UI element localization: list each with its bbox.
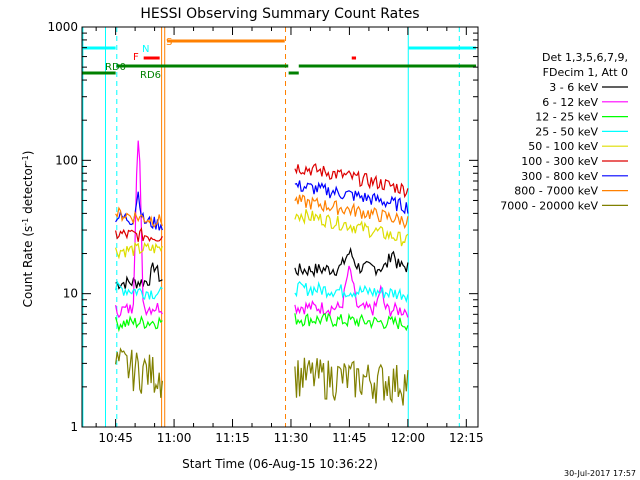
series-line-8-segment-b [294,357,409,406]
x-tick-label: 10:45 [98,431,133,445]
y-tick-label: 1 [70,420,78,434]
series-line-3-segment-b [294,280,409,304]
series-line-2-segment-a [115,315,163,333]
legend-entry-label: 50 - 100 keV [528,140,598,153]
series-line-1-segment-b [294,265,409,318]
x-tick-label: 11:15 [215,431,250,445]
x-tick-label: 12:15 [449,431,484,445]
legend-entry-label: 6 - 12 keV [542,96,598,109]
y-axis-label: Count Rate (s-1 detector-1) [21,151,36,308]
x-axis-label: Start Time (06-Aug-15 10:36:22) [182,457,378,471]
legend-entry-label: 25 - 50 keV [535,125,598,138]
y-tick-label: 100 [55,153,78,167]
series-line-2-segment-b [294,312,409,332]
legend-header-line-1: Det 1,3,5,6,7,9, [542,51,628,64]
flag-label: N [142,44,149,55]
legend: Det 1,3,5,6,7,9, FDecim 1, Att 0 3 - 6 k… [500,51,628,212]
series-line-3-segment-a [115,280,163,301]
series-line-0-segment-a [115,262,163,290]
x-tick-label: 11:30 [274,431,309,445]
flag-label: RD6 [140,70,161,81]
legend-entry-label: 800 - 7000 keV [514,185,598,198]
series-line-5-segment-b [294,163,409,199]
chart-title: HESSI Observing Summary Count Rates [140,6,419,22]
legend-header-line-2: FDecim 1, Att 0 [543,66,628,79]
plot-area: N S F RD0 RD6 [82,27,477,427]
y-tick-label: 10 [63,287,78,301]
plot-frame [81,26,479,428]
series-line-6-segment-b [294,180,409,215]
series-line-4-segment-a [115,241,163,260]
legend-entry-label: 7000 - 20000 keV [500,199,598,212]
series-line-7-segment-b [294,194,409,230]
legend-entry-label: 3 - 6 keV [549,81,598,94]
series-line-1-segment-a [115,140,163,319]
series-line-5-segment-a [115,226,163,243]
series-line-0-segment-b [294,246,409,279]
x-tick-label: 12:00 [391,431,426,445]
series-line-8-segment-a [115,347,163,398]
y-tick-label: 1000 [47,20,78,34]
x-tick-label: 11:45 [332,431,367,445]
flag-label: F [133,52,139,63]
series-line-4-segment-b [294,209,409,247]
flag-label: S [166,37,172,48]
legend-entry-label: 12 - 25 keV [535,111,598,124]
footer-date: 30-Jul-2017 17:57 [564,469,636,478]
series-line-7-segment-a [115,206,163,228]
axes: 10:45 11:00 11:15 11:30 11:45 12:00 12:15 1 10 10… [47,20,483,445]
x-tick-label: 11:00 [157,431,192,445]
flag-label: RD0 [105,62,126,73]
legend-entry-label: 100 - 300 keV [521,155,598,168]
legend-entry-label: 300 - 800 keV [521,170,598,183]
